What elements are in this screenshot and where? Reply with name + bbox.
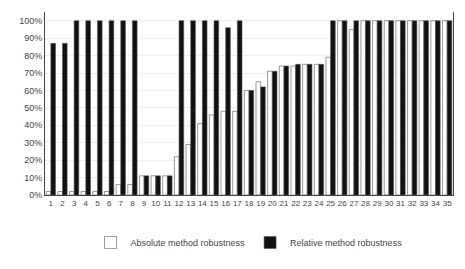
svg-text:30: 30 [384,199,393,208]
svg-text:10: 10 [151,199,160,208]
svg-text:70%: 70% [24,68,42,78]
svg-text:12: 12 [175,199,184,208]
svg-text:17: 17 [233,199,242,208]
svg-text:Relative method robustness: Relative method robustness [290,238,402,248]
svg-text:5: 5 [95,199,100,208]
svg-text:25: 25 [326,199,335,208]
svg-text:20%: 20% [24,155,42,165]
svg-text:11: 11 [163,199,172,208]
svg-text:60%: 60% [24,86,42,96]
svg-text:34: 34 [431,199,440,208]
svg-text:50%: 50% [24,103,42,113]
svg-text:Absolute method robustness: Absolute method robustness [131,238,246,248]
svg-text:21: 21 [280,199,289,208]
svg-text:8: 8 [130,199,135,208]
svg-text:35: 35 [443,199,452,208]
svg-text:90%: 90% [24,33,42,43]
svg-text:14: 14 [198,199,207,208]
svg-text:33: 33 [419,199,428,208]
svg-text:24: 24 [314,199,323,208]
svg-text:40%: 40% [24,120,42,130]
svg-text:10%: 10% [24,173,42,183]
svg-text:80%: 80% [24,51,42,61]
svg-text:26: 26 [338,199,347,208]
svg-text:19: 19 [256,199,265,208]
svg-text:6: 6 [107,199,112,208]
svg-text:30%: 30% [24,138,42,148]
svg-text:1: 1 [49,199,54,208]
svg-text:100%: 100% [19,16,42,26]
svg-text:27: 27 [349,199,358,208]
svg-text:20: 20 [268,199,277,208]
svg-text:28: 28 [361,199,370,208]
svg-text:29: 29 [373,199,382,208]
svg-text:0%: 0% [29,190,42,200]
svg-text:4: 4 [84,199,89,208]
svg-text:23: 23 [303,199,312,208]
svg-text:9: 9 [142,199,147,208]
svg-text:3: 3 [72,199,77,208]
svg-text:18: 18 [245,199,254,208]
svg-text:16: 16 [221,199,230,208]
svg-text:31: 31 [396,199,405,208]
svg-text:22: 22 [291,199,300,208]
svg-text:15: 15 [210,199,219,208]
svg-text:32: 32 [408,199,417,208]
svg-text:7: 7 [119,199,124,208]
svg-text:2: 2 [60,199,65,208]
svg-text:13: 13 [186,199,195,208]
